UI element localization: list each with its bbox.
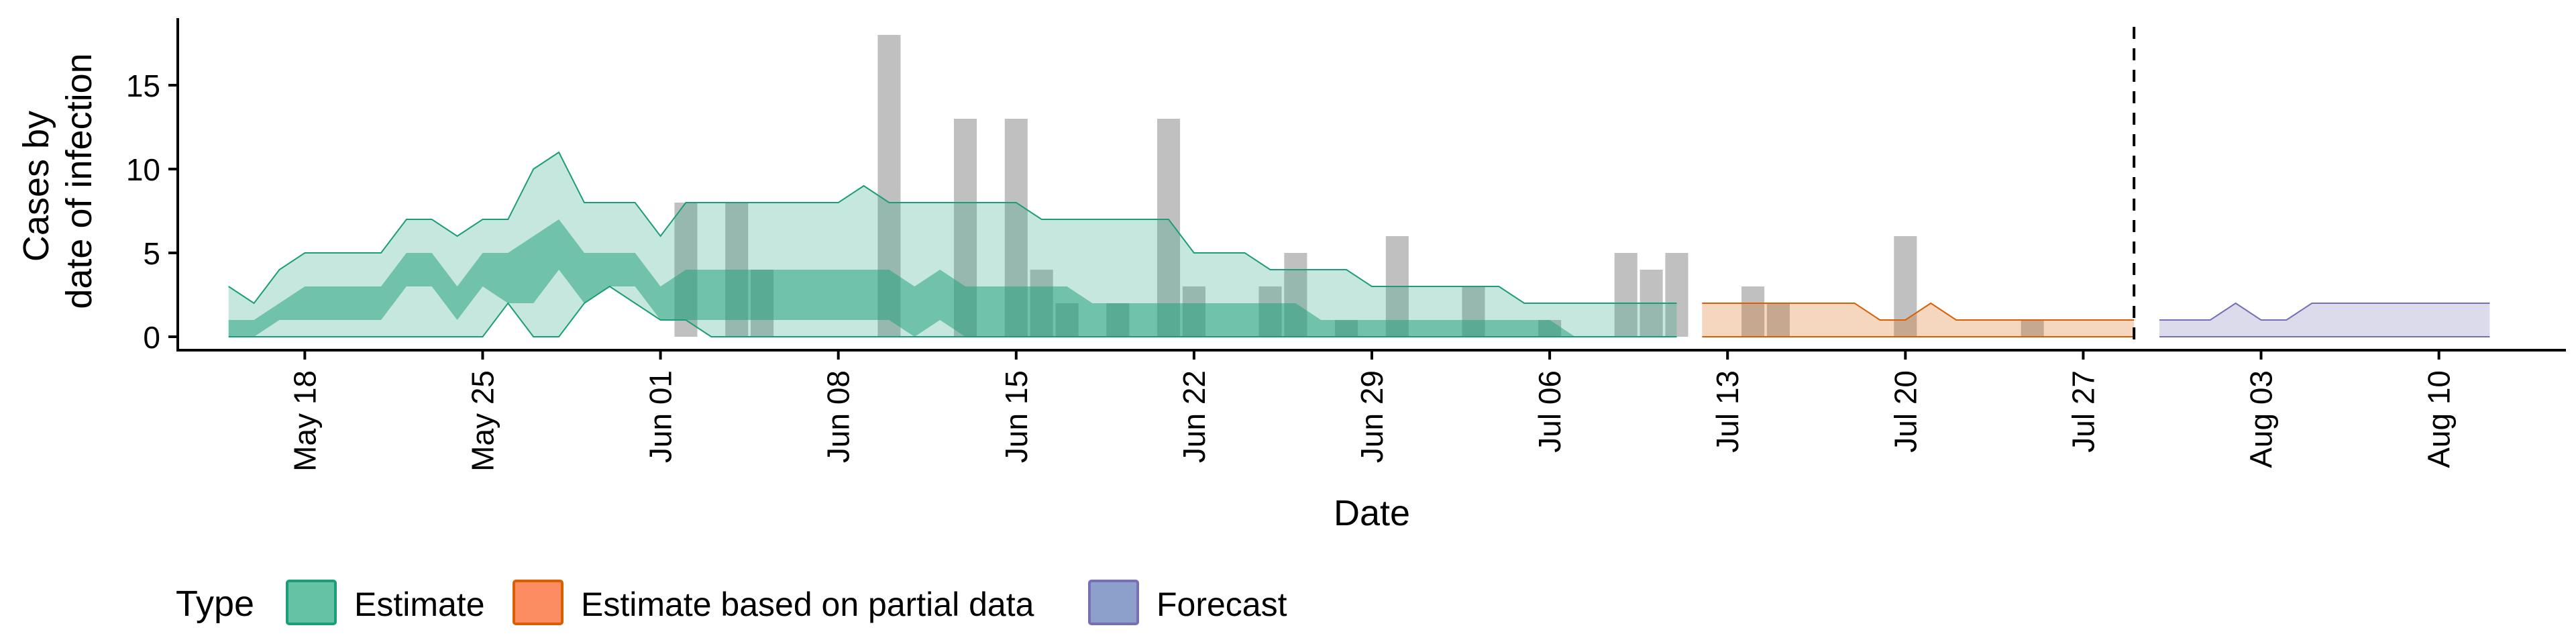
y-axis-title-line1: Cases by [16,111,56,262]
y-tick-label: 15 [126,68,160,103]
x-tick-label: Aug 10 [2422,370,2457,468]
x-axis-title: Date [1334,493,1410,533]
partial-band-upper-edge [1702,302,2135,321]
legend-swatch-estimate [286,580,337,625]
x-tick-label: May 18 [287,370,322,472]
x-tick-label: Jul 06 [1532,370,1567,453]
y-tick-label: 10 [126,152,160,187]
y-tick-label: 0 [143,320,160,355]
estimate-band-lower-edge [228,285,1677,337]
x-ticks: May 18 May 25 Jun 01 Jun 08 Jun 15 Jun 22 Jun … [287,350,2457,472]
y-axis-title: Cases by date of infection [16,53,99,309]
x-tick-label: Jun 29 [1354,370,1389,463]
legend-label-forecast: Forecast [1157,586,1287,623]
x-tick-label: Jul 20 [1888,370,1923,453]
case-bar [1741,286,1765,337]
legend: Type Estimate Estimate based on partial … [176,580,1287,625]
case-bar [1614,253,1638,337]
case-bar [2021,320,2044,337]
x-tick-label: Jun 08 [821,370,856,463]
estimate-band-50 [228,219,1677,337]
x-tick-label: May 25 [466,370,500,472]
x-tick-label: Jun 01 [643,370,678,463]
x-tick-label: Jun 15 [999,370,1034,463]
y-axis-title-line2: date of infection [59,53,99,309]
legend-swatch-partial [513,580,564,625]
partial-band-90 [1702,303,2135,337]
x-tick-label: Jun 22 [1177,370,1212,463]
forecast-band-90 [2159,303,2490,337]
case-bar [1665,253,1688,337]
y-tick-label: 5 [143,236,160,271]
forecast-band-upper-edge [2159,302,2490,321]
case-bar [1157,119,1181,337]
estimate-bands [228,151,2490,337]
x-tick-label: Jul 13 [1710,370,1745,453]
x-tick-label: Aug 03 [2244,370,2279,468]
y-ticks: 0 5 10 15 [126,68,178,355]
legend-swatch-forecast [1088,580,1139,625]
legend-label-partial: Estimate based on partial data [581,586,1034,623]
x-tick-label: Jul 27 [2065,370,2100,453]
case-bar [1766,303,1790,337]
legend-title: Type [176,584,254,624]
legend-label-estimate: Estimate [354,586,485,623]
estimate-band-upper-edge [228,151,1677,305]
